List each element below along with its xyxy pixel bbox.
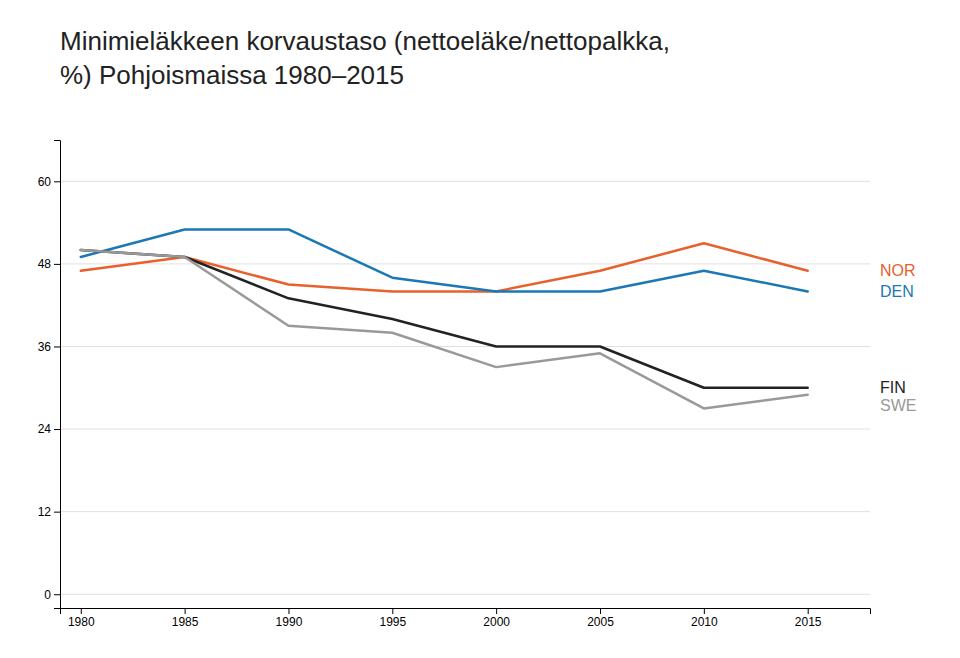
y-tick-label: 60 <box>38 175 52 189</box>
x-tick-label: 1995 <box>379 615 406 629</box>
y-tick-label: 36 <box>38 340 52 354</box>
grid <box>60 181 870 594</box>
y-tick-label: 12 <box>38 505 52 519</box>
series-label: DEN <box>880 283 914 300</box>
x-tick-mark <box>185 608 186 614</box>
y-tick-label: 48 <box>38 257 52 271</box>
chart: Minimieläkkeen korvaustaso (nettoeläke/n… <box>0 0 960 658</box>
x-tick: 1980 <box>68 608 95 629</box>
x-tick: 2010 <box>691 608 718 629</box>
title-line: Minimieläkkeen korvaustaso (nettoeläke/n… <box>60 26 670 56</box>
series-label: FIN <box>880 379 906 396</box>
grid-line <box>60 429 870 430</box>
grid-line <box>60 263 870 264</box>
y-tick: 60 <box>38 175 60 189</box>
x-tick-label: 2000 <box>483 615 510 629</box>
y-tick: 48 <box>38 257 60 271</box>
x-tick: 2005 <box>587 608 614 629</box>
x-tick: 2015 <box>795 608 822 629</box>
y-tick-label: 0 <box>44 588 51 602</box>
y-tick: 12 <box>38 505 60 519</box>
grid-line <box>60 181 870 182</box>
series-line <box>81 250 808 408</box>
y-axis-line <box>54 141 61 609</box>
y-tick: 36 <box>38 340 60 354</box>
x-tick-mark <box>600 608 601 614</box>
y-tick-label: 24 <box>38 422 52 436</box>
x-tick: 2000 <box>483 608 510 629</box>
y-axis: 0 12 24 36 48 60 <box>38 141 61 609</box>
x-tick-label: 1980 <box>68 615 95 629</box>
grid-line <box>60 594 870 595</box>
y-tick-mark <box>54 429 60 430</box>
x-tick-mark <box>288 608 289 614</box>
x-tick-label: 2015 <box>795 615 822 629</box>
plot-area <box>81 229 808 408</box>
title: Minimieläkkeen korvaustaso (nettoeläke/n… <box>60 26 670 90</box>
x-tick: 1985 <box>172 608 199 629</box>
y-tick: 0 <box>44 588 60 602</box>
x-tick-label: 1985 <box>172 615 199 629</box>
x-tick-mark <box>392 608 393 614</box>
grid-line <box>60 346 870 347</box>
x-tick-mark <box>704 608 705 614</box>
y-tick-mark <box>54 346 60 347</box>
grid-line <box>60 511 870 512</box>
x-tick-mark <box>808 608 809 614</box>
x-tick: 1990 <box>276 608 303 629</box>
series-line <box>81 250 808 388</box>
y-tick: 24 <box>38 422 60 436</box>
x-tick-label: 2010 <box>691 615 718 629</box>
x-tick-label: 1990 <box>276 615 303 629</box>
series-label: NOR <box>880 262 916 279</box>
x-tick-mark <box>496 608 497 614</box>
x-tick-mark <box>81 608 82 614</box>
x-axis: 1980 1985 1990 1995 2000 2005 2010 2015 <box>61 608 871 629</box>
y-tick-mark <box>54 512 60 513</box>
x-tick: 1995 <box>379 608 406 629</box>
y-tick-mark <box>54 264 60 265</box>
series-label: SWE <box>880 397 916 414</box>
title-line: %) Pohjoismaissa 1980–2015 <box>60 60 404 90</box>
x-tick-label: 2005 <box>587 615 614 629</box>
series-labels: NOR DEN FINSWE <box>880 262 916 414</box>
x-axis-line <box>61 609 871 615</box>
y-tick-mark <box>54 181 60 182</box>
y-tick-mark <box>54 594 60 595</box>
